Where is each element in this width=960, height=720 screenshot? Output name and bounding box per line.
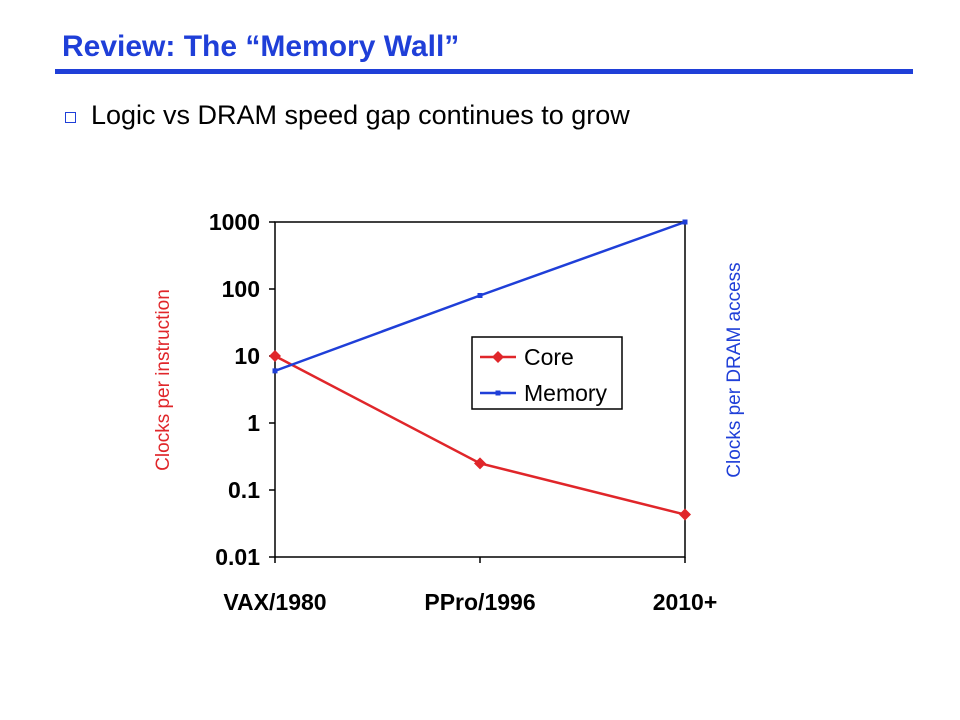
legend-box xyxy=(471,336,623,410)
bullet-text: Logic vs DRAM speed gap continues to gro… xyxy=(91,100,630,130)
title-underline xyxy=(55,69,913,74)
core-point xyxy=(679,508,691,521)
legend-core-label: Core xyxy=(524,344,574,370)
bullet-item: Logic vs DRAM speed gap continues to gro… xyxy=(65,100,630,131)
x-tick-label: 2010+ xyxy=(653,589,718,615)
memory-point xyxy=(272,368,278,374)
memory-point xyxy=(477,292,483,298)
x-tick-label: VAX/1980 xyxy=(223,589,326,615)
y-tick-label: 1 xyxy=(247,410,260,436)
square-bullet-icon xyxy=(65,112,76,123)
y-axis-label-left: Clocks per instruction xyxy=(153,289,174,471)
slide-title: Review: The “Memory Wall” xyxy=(62,30,460,63)
legend-memory-label: Memory xyxy=(524,380,608,406)
y-tick-label: 0.01 xyxy=(215,544,260,570)
x-tick-label: PPro/1996 xyxy=(424,589,535,615)
memory-point xyxy=(682,219,688,225)
legend-memory-marker xyxy=(495,390,501,396)
y-tick-label: 100 xyxy=(222,276,260,302)
legend-core-marker xyxy=(492,351,504,363)
y-axis-label-right: Clocks per DRAM access xyxy=(724,262,745,478)
core-point xyxy=(269,350,281,362)
core-point xyxy=(474,457,486,470)
y-tick-label: 10 xyxy=(234,343,260,369)
y-tick-label: 1000 xyxy=(209,209,260,235)
y-tick-label: 0.1 xyxy=(228,477,260,503)
